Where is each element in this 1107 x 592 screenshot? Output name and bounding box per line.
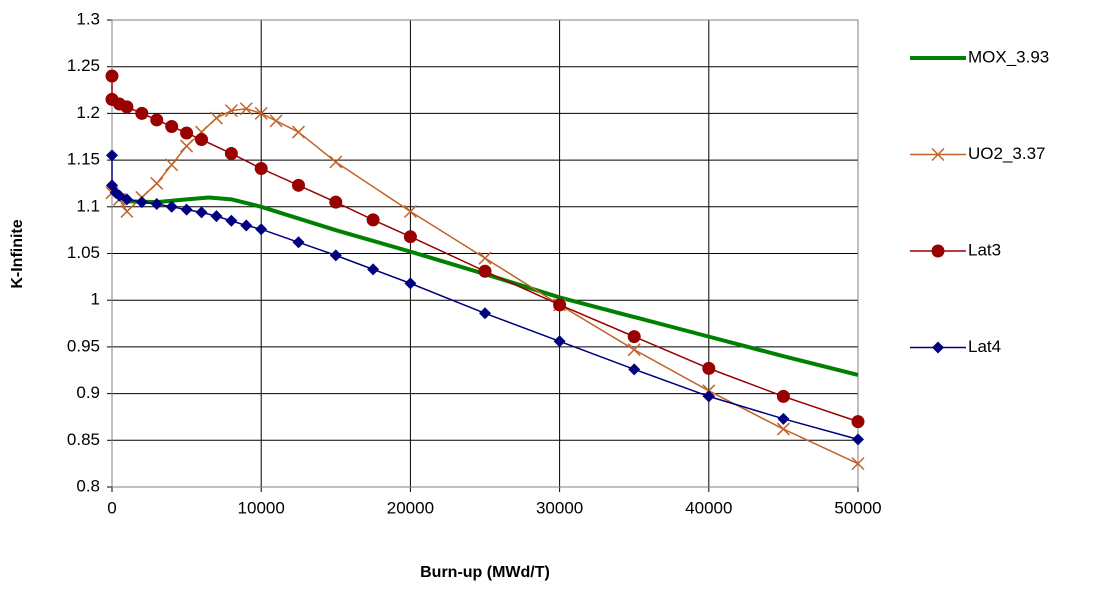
marker	[240, 219, 253, 232]
marker	[851, 415, 865, 429]
marker	[291, 125, 306, 139]
marker	[150, 176, 164, 190]
marker	[135, 196, 148, 209]
legend-label: Lat3	[968, 240, 1001, 259]
marker	[478, 251, 492, 265]
legend-label: Lat4	[968, 337, 1001, 356]
marker	[239, 102, 253, 116]
marker	[106, 149, 118, 162]
marker	[931, 147, 945, 162]
y-tick-label: 1	[91, 290, 100, 309]
legend-item: Lat4	[910, 337, 1001, 356]
y-tick-label: 0.95	[67, 336, 100, 355]
y-tick-label: 0.9	[76, 383, 100, 402]
marker	[224, 147, 238, 161]
legend-item: Lat3	[910, 240, 1001, 259]
marker	[367, 263, 380, 276]
marker	[628, 363, 641, 376]
x-tick-label: 0	[107, 498, 116, 517]
marker	[292, 236, 305, 249]
marker	[329, 155, 343, 169]
x-tick-label: 20000	[387, 498, 434, 517]
marker	[180, 139, 194, 153]
marker	[180, 126, 194, 140]
marker	[209, 111, 223, 125]
marker	[776, 389, 790, 403]
marker	[329, 195, 343, 209]
y-tick-label: 1.15	[67, 150, 100, 169]
marker	[553, 298, 567, 312]
marker	[150, 113, 164, 127]
marker	[553, 335, 566, 348]
marker	[120, 100, 134, 114]
y-tick-label: 1.2	[76, 103, 100, 122]
y-tick-label: 1.25	[67, 56, 100, 75]
x-tick-label: 50000	[834, 498, 881, 517]
marker	[195, 206, 208, 219]
marker	[120, 193, 133, 206]
marker	[702, 361, 716, 375]
legend-item: UO2_3.37	[910, 144, 1046, 163]
marker	[776, 422, 790, 436]
marker	[269, 114, 283, 128]
marker	[165, 200, 178, 213]
marker	[195, 133, 209, 147]
marker	[478, 264, 492, 278]
marker	[135, 106, 149, 120]
x-axis-title: Burn-up (MWd/T)	[420, 564, 550, 581]
marker	[479, 307, 491, 320]
marker	[225, 214, 238, 227]
series-line	[110, 188, 859, 377]
x-tick-label: 30000	[536, 498, 583, 517]
marker	[292, 178, 305, 192]
series-line	[111, 76, 859, 423]
marker	[165, 119, 179, 133]
y-tick-label: 0.8	[76, 476, 100, 495]
marker	[627, 343, 641, 357]
x-tick-label: 40000	[685, 498, 732, 517]
marker	[329, 249, 342, 262]
marker	[224, 104, 238, 118]
marker	[180, 203, 193, 216]
y-axis-title: K-Infinite	[9, 219, 26, 288]
marker	[120, 204, 134, 219]
y-tick-label: 1.05	[67, 243, 100, 262]
marker	[404, 277, 417, 290]
marker	[210, 210, 223, 223]
marker	[150, 197, 163, 210]
marker	[403, 204, 417, 219]
marker	[931, 244, 945, 258]
x-tick-label: 10000	[238, 498, 285, 517]
marker	[852, 433, 864, 446]
series-line	[111, 107, 859, 465]
legend-label: UO2_3.37	[968, 144, 1046, 163]
marker	[255, 223, 268, 236]
plot-area	[111, 19, 859, 488]
marker	[254, 162, 268, 176]
marker	[851, 457, 865, 471]
marker	[254, 106, 268, 120]
legend-label: MOX_3.93	[968, 47, 1049, 66]
y-tick-label: 1.1	[76, 196, 100, 215]
legend-item: MOX_3.93	[910, 47, 1049, 66]
y-tick-label: 1.3	[76, 9, 100, 28]
marker	[403, 230, 417, 244]
marker	[165, 158, 179, 172]
marker	[777, 412, 790, 425]
marker	[105, 69, 119, 83]
marker	[627, 330, 641, 344]
marker	[932, 341, 944, 354]
y-tick-label: 0.85	[67, 430, 100, 449]
marker	[366, 213, 380, 227]
marker	[702, 390, 715, 403]
